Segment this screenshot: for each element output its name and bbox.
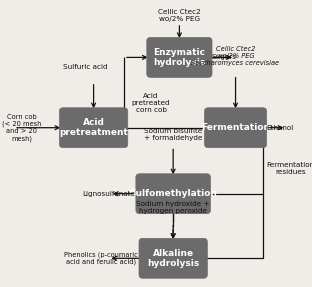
Text: Enzymatic
hydrolysis: Enzymatic hydrolysis [153, 48, 206, 67]
Text: Cellic Ctec2
wo/2% PEG: Cellic Ctec2 wo/2% PEG [158, 9, 201, 22]
FancyBboxPatch shape [205, 108, 266, 148]
Text: Phenolics (p-coumaric
acid and ferulic acid): Phenolics (p-coumaric acid and ferulic a… [64, 251, 138, 265]
Text: Cellic Ctec2
wo/2% PEG
Saccharomyces cerevisiae: Cellic Ctec2 wo/2% PEG Saccharomyces cer… [192, 46, 280, 66]
Text: Sulfomethylation: Sulfomethylation [129, 189, 217, 198]
Text: Sodium bisulfite
+ formaldehyde: Sodium bisulfite + formaldehyde [144, 128, 202, 141]
Text: Alkaline
hydrolysis: Alkaline hydrolysis [147, 249, 199, 268]
Text: Sulfuric acid: Sulfuric acid [63, 64, 108, 70]
Text: Fermentation: Fermentation [201, 123, 270, 132]
Text: Acid
pretreatment: Acid pretreatment [59, 118, 128, 137]
Text: Sugars: Sugars [212, 55, 236, 60]
FancyBboxPatch shape [59, 108, 128, 148]
Text: Fermentation
residues: Fermentation residues [266, 162, 312, 175]
Text: Sodium hydroxide +
hydrogen peroxide: Sodium hydroxide + hydrogen peroxide [136, 201, 210, 214]
FancyBboxPatch shape [139, 238, 207, 278]
Text: Ethanol: Ethanol [266, 125, 293, 131]
Text: Acid
pretreated
corn cob: Acid pretreated corn cob [132, 93, 170, 113]
Text: Corn cob
(< 20 mesh
and > 20
mesh): Corn cob (< 20 mesh and > 20 mesh) [2, 114, 41, 142]
FancyBboxPatch shape [147, 37, 212, 77]
Text: Lignosulfonate: Lignosulfonate [82, 191, 135, 197]
FancyBboxPatch shape [136, 174, 210, 214]
